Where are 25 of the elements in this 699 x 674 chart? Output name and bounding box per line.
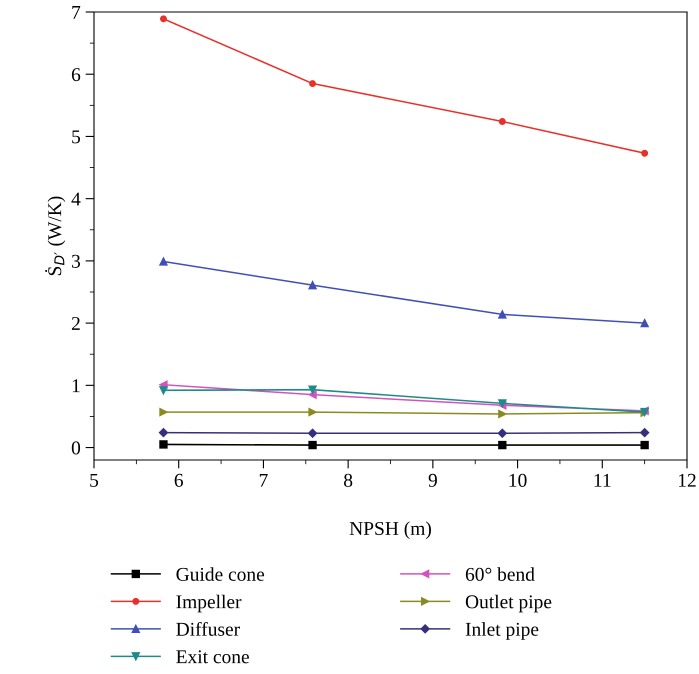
x-tick-label: 5	[90, 474, 98, 487]
x-axis-title: NPSH (m)	[350, 521, 431, 540]
y-tick-label: 4	[71, 192, 80, 206]
y-tick-label: 5	[72, 130, 80, 144]
y-tick-label: 1	[72, 379, 80, 392]
legend-label: Guide cone	[176, 567, 264, 581]
legend-label: 60° bend	[466, 567, 535, 581]
y-tick-label: 7	[72, 6, 80, 19]
x-tick-label: 9	[428, 474, 437, 487]
x-tick-label: 8	[344, 474, 352, 487]
y-tick-label: 0	[72, 441, 80, 454]
x-tick-label: 12	[678, 474, 696, 487]
x-tick-label: 6	[174, 474, 183, 487]
y-tick-label: 2	[72, 316, 80, 330]
x-tick-label: 11	[594, 474, 610, 487]
legend-label: Exit cone	[176, 650, 249, 664]
y-axis-title: Ṡ$_{D′}$ (W/K)	[45, 196, 66, 276]
x-tick-label: 7	[260, 474, 268, 487]
legend-label: Inlet pipe	[466, 622, 538, 640]
legend-label: Diffuser	[176, 622, 240, 636]
y-tick-label: 6	[72, 68, 80, 82]
x-tick-label: 10	[510, 474, 527, 487]
legend-label: Outlet pipe	[466, 594, 552, 612]
legend-label: Impeller	[176, 594, 242, 612]
y-tick-label: 3	[72, 254, 80, 268]
